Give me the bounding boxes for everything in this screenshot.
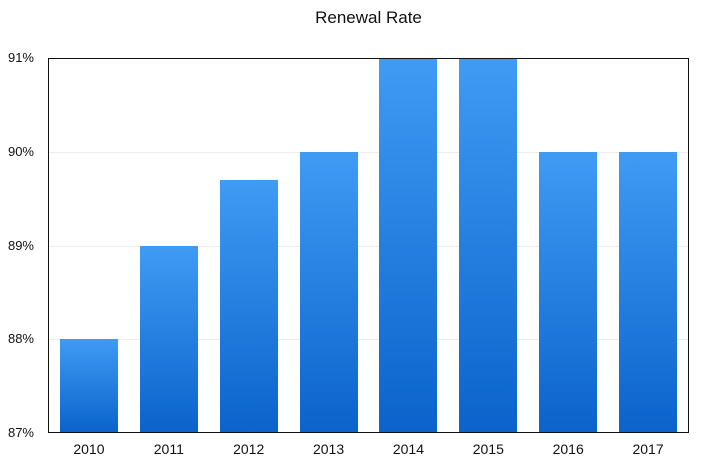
x-tick-label: 2017: [632, 441, 664, 457]
x-tick-label: 2014: [392, 441, 425, 457]
x-tick-label: 2012: [233, 441, 265, 457]
x-tick-label: 2013: [312, 441, 345, 457]
bar-2010: [59, 338, 118, 432]
bar-2012: [219, 180, 278, 432]
bar-2016: [539, 152, 598, 432]
y-tick-label: 89%: [7, 237, 34, 253]
bar-2011: [139, 245, 198, 432]
gridlines: [49, 59, 688, 432]
gridline: [49, 152, 688, 154]
x-tick-label: 2015: [472, 441, 504, 457]
x-tick-label: 2016: [552, 441, 584, 457]
y-axis-labels: 91% 90% 89% 88% 87%: [0, 50, 38, 440]
bar-2014: [379, 59, 438, 432]
gridline: [49, 245, 688, 247]
bar-2015: [459, 59, 518, 432]
y-tick-label: 90%: [7, 143, 34, 159]
gridline: [49, 338, 688, 340]
x-axis-labels: 2010 2011 2012 2013 2014 2015 2016 2017: [49, 438, 688, 462]
y-tick-label: 91%: [7, 50, 34, 65]
bar-2017: [619, 152, 678, 432]
y-tick-label: 87%: [7, 425, 34, 440]
bar-2013: [299, 152, 358, 432]
x-tick-label: 2011: [153, 441, 184, 457]
plot-area: [48, 58, 689, 433]
x-tick-label: 2010: [73, 441, 105, 457]
bars-container: [49, 59, 688, 432]
chart-title: Renewal Rate: [315, 8, 422, 27]
y-tick-label: 88%: [7, 331, 34, 347]
